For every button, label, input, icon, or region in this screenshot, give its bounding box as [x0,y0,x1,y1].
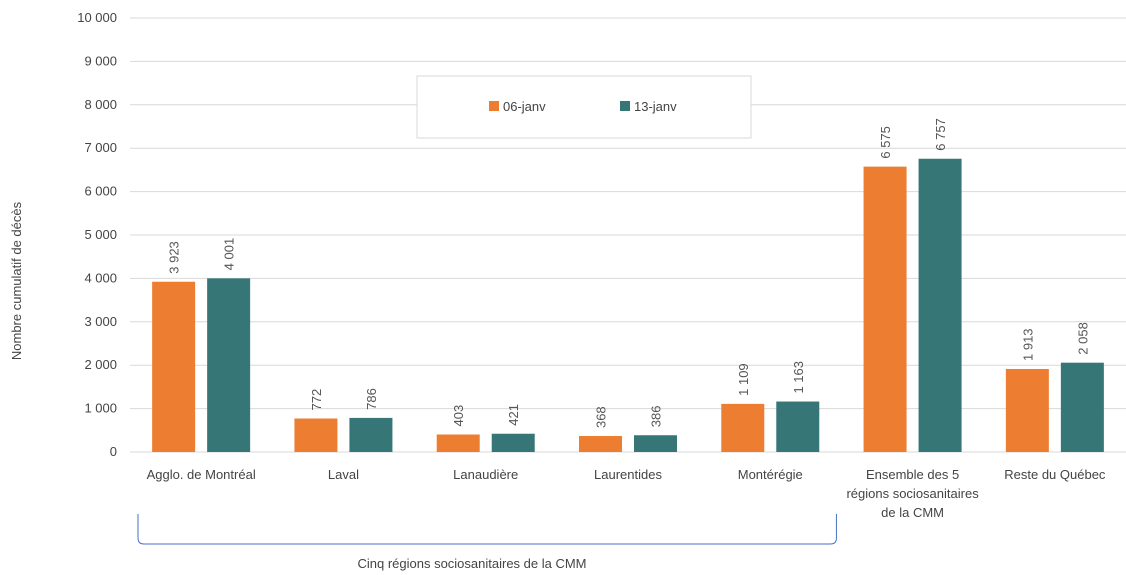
category-label: régions sociosanitaires [846,486,979,501]
data-label: 403 [451,405,466,427]
data-label: 2 058 [1075,322,1090,355]
y-tick-label: 5 000 [84,227,117,242]
bar-13-janv-laurentides [634,435,677,452]
group-bracket [137,514,837,545]
y-tick-label: 4 000 [84,270,117,285]
data-labels: 3 923 4 001 772 786 403 421 368 386 1 109 1 163 6 … [167,118,1091,428]
category-label: Agglo. de Montréal [147,467,256,482]
data-label: 421 [506,404,521,426]
y-tick-label: 2 000 [84,357,117,372]
bar-06-janv-reste-du-quebec [1005,368,1049,452]
bar-06-janv-monteregie [721,403,765,452]
legend-box [416,75,752,139]
y-tick-label: 10 000 [77,10,117,25]
legend-label-06-janv: 06-janv [503,99,546,114]
bar-06-janv-lanaudiere [436,434,480,452]
category-label: Laurentides [594,467,662,482]
data-label: 6 757 [933,118,948,151]
group-annotation: Cinq régions sociosanitaires de la CMM [137,514,837,571]
y-tick-label: 0 [110,444,117,459]
y-tick-label: 6 000 [84,184,117,199]
category-label: de la CMM [881,505,944,520]
y-tick-label: 7 000 [84,140,117,155]
category-label: Montérégie [738,467,803,482]
bar-13-janv-laval [349,417,393,452]
group-annotation-label: Cinq régions sociosanitaires de la CMM [357,556,586,571]
bar-06-janv-laval [294,418,338,452]
bar-06-janv-ensemble-des-5-regions-sociosanitaires-de-la-cmm [863,166,907,452]
bar-13-janv-agglo-de-montreal [207,278,251,452]
x-axis: Agglo. de Montréal Laval Lanaudière Laurent… [147,467,1106,520]
bar-13-janv-ensemble-des-5-regions-sociosanitaires-de-la-cmm [918,158,962,452]
data-label: 386 [649,406,664,428]
data-label: 1 913 [1020,328,1035,361]
category-label: Lanaudière [453,467,518,482]
data-label: 786 [364,388,379,410]
data-label: 772 [309,389,324,411]
y-tick-label: 3 000 [84,314,117,329]
y-tick-label: 1 000 [84,401,117,416]
y-axis: 0 1 000 2 000 3 000 4 000 5 000 6 000 7 000 8 00… [77,10,117,459]
legend: 06-janv 13-janv [416,75,752,139]
bars [152,158,1104,452]
bar-06-janv-laurentides [579,436,622,452]
data-label: 1 109 [736,363,751,396]
y-tick-label: 9 000 [84,53,117,68]
data-label: 3 923 [167,241,182,274]
legend-swatch-13-janv [620,101,630,111]
category-label: Laval [328,467,359,482]
data-label: 6 575 [878,126,893,159]
category-label: Ensemble des 5 [866,467,959,482]
bar-13-janv-monteregie [776,401,820,452]
category-label: Reste du Québec [1004,467,1106,482]
data-label: 4 001 [222,238,237,271]
bar-06-janv-agglo-de-montreal [152,281,196,452]
y-tick-label: 8 000 [84,97,117,112]
legend-label-13-janv: 13-janv [634,99,677,114]
y-axis-title: Nombre cumulatif de décès [9,201,24,360]
legend-swatch-06-janv [489,101,499,111]
bar-13-janv-lanaudiere [491,433,535,452]
bar-13-janv-reste-du-quebec [1060,362,1104,452]
data-label: 368 [594,406,609,428]
data-label: 1 163 [791,361,806,394]
